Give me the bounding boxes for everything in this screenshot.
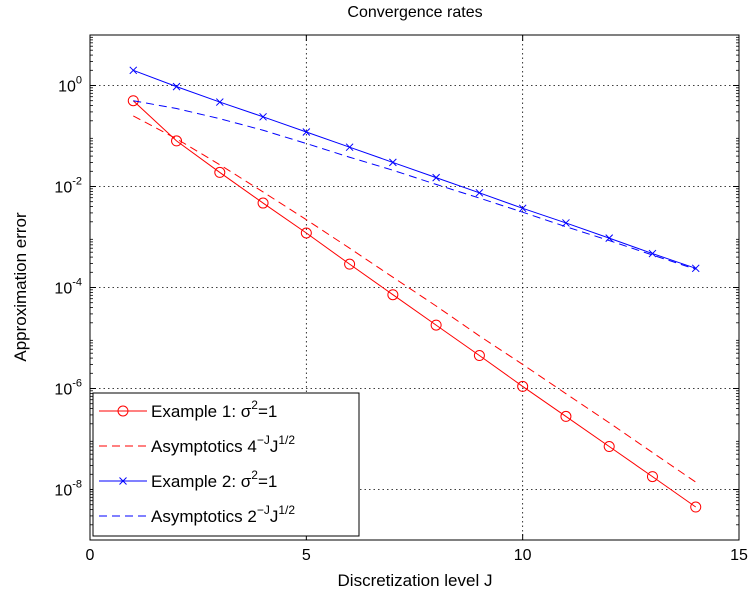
legend-label-part: Example 2: σ bbox=[151, 472, 252, 491]
data-point-ex1 bbox=[517, 380, 529, 392]
data-point-ex2 bbox=[215, 98, 224, 106]
legend-box bbox=[92, 392, 360, 537]
chart-title: Convergence rates bbox=[347, 4, 482, 21]
data-point-ex1 bbox=[344, 258, 356, 270]
legend-label-part: =1 bbox=[258, 472, 277, 491]
y-tick-label: 10-6 bbox=[54, 378, 82, 399]
legend-marker bbox=[119, 477, 127, 485]
y-tick-base: 10 bbox=[54, 483, 72, 500]
legend-entry-ex1: Example 1: σ2=1 bbox=[99, 398, 277, 421]
legend-label-part: J bbox=[270, 437, 279, 456]
series-ex2 bbox=[129, 66, 700, 273]
y-tick-base: 10 bbox=[58, 79, 76, 96]
legend-label-part: Asymptotics 4 bbox=[151, 437, 257, 456]
legend-label-part: 1/2 bbox=[278, 503, 295, 517]
legend-entry-asym2: Asymptotics 2−JJ1/2 bbox=[99, 503, 295, 526]
legend-label-part: Example 1: σ bbox=[151, 402, 252, 421]
y-tick-exponent: -8 bbox=[72, 479, 82, 491]
legend-entry-ex2: Example 2: σ2=1 bbox=[99, 468, 277, 491]
legend-label-part: −J bbox=[257, 433, 270, 447]
y-tick-label: 10-8 bbox=[54, 479, 82, 500]
data-point-ex2 bbox=[475, 188, 484, 197]
y-tick-exponent: -2 bbox=[72, 176, 82, 188]
data-point-ex2 bbox=[345, 143, 354, 152]
legend-label-part: 2 bbox=[251, 398, 258, 412]
data-point-ex2 bbox=[562, 219, 570, 227]
data-point-ex2 bbox=[432, 173, 440, 182]
series-ex1 bbox=[127, 95, 702, 513]
y-tick-label: 10-2 bbox=[54, 176, 82, 197]
data-point-ex1 bbox=[646, 471, 658, 483]
data-point-ex2 bbox=[691, 264, 700, 273]
legend-label-part: =1 bbox=[258, 402, 277, 421]
legend-label: Asymptotics 4−JJ1/2 bbox=[151, 433, 295, 456]
y-axis-label: Approximation error bbox=[11, 212, 30, 362]
grid bbox=[90, 35, 739, 540]
data-point-ex1 bbox=[560, 410, 572, 422]
data-point-ex1 bbox=[473, 350, 485, 362]
y-tick-exponent: -4 bbox=[72, 277, 82, 289]
series-line-ex2 bbox=[133, 69, 696, 269]
y-tick-exponent: -6 bbox=[72, 378, 82, 390]
legend-label-part: 1/2 bbox=[278, 433, 295, 447]
legend-marker bbox=[117, 405, 129, 417]
data-point-ex1 bbox=[603, 441, 615, 453]
legend-label-part: J bbox=[270, 507, 279, 526]
data-point-ex1 bbox=[430, 319, 442, 331]
data-point-ex2 bbox=[518, 204, 527, 213]
data-point-ex1 bbox=[214, 166, 226, 178]
series-asym2 bbox=[133, 100, 696, 270]
x-tick-label: 5 bbox=[302, 547, 311, 564]
y-tick-base: 10 bbox=[54, 382, 72, 399]
data-point-ex2 bbox=[648, 249, 657, 258]
y-tick-exponent: 0 bbox=[76, 75, 82, 87]
series-line-asym1 bbox=[133, 115, 697, 483]
series-layer bbox=[127, 66, 702, 513]
legend-label-part: Asymptotics 2 bbox=[151, 507, 257, 526]
x-tick-label: 15 bbox=[730, 547, 748, 564]
data-point-ex2 bbox=[605, 234, 614, 242]
y-tick-base: 10 bbox=[54, 281, 72, 298]
legend-label: Asymptotics 2−JJ1/2 bbox=[151, 503, 295, 526]
data-point-ex1 bbox=[127, 95, 139, 107]
y-tick-base: 10 bbox=[54, 180, 72, 197]
series-asym1 bbox=[133, 115, 697, 483]
legend-label-part: 2 bbox=[251, 468, 258, 482]
data-point-ex1 bbox=[300, 227, 312, 239]
data-point-ex2 bbox=[129, 66, 138, 75]
data-point-ex2 bbox=[259, 112, 267, 121]
series-line-asym2 bbox=[133, 100, 696, 270]
data-point-ex1 bbox=[387, 289, 399, 301]
x-axis-label: Discretization level J bbox=[338, 571, 493, 590]
y-tick-label: 10-4 bbox=[54, 277, 82, 298]
series-line-ex1 bbox=[132, 100, 697, 508]
legend-entry-asym1: Asymptotics 4−JJ1/2 bbox=[99, 433, 295, 456]
data-point-ex1 bbox=[257, 197, 269, 209]
x-tick-label: 0 bbox=[86, 547, 95, 564]
x-tick-label: 10 bbox=[514, 547, 532, 564]
y-tick-label: 100 bbox=[58, 75, 82, 96]
data-point-ex2 bbox=[172, 82, 181, 91]
legend-label-part: −J bbox=[257, 503, 270, 517]
data-point-ex2 bbox=[389, 158, 397, 167]
data-point-ex1 bbox=[171, 135, 183, 147]
data-point-ex2 bbox=[302, 128, 311, 136]
legend-label: Example 1: σ2=1 bbox=[151, 398, 277, 421]
legend-label: Example 2: σ2=1 bbox=[151, 468, 277, 491]
data-point-ex1 bbox=[690, 501, 702, 513]
